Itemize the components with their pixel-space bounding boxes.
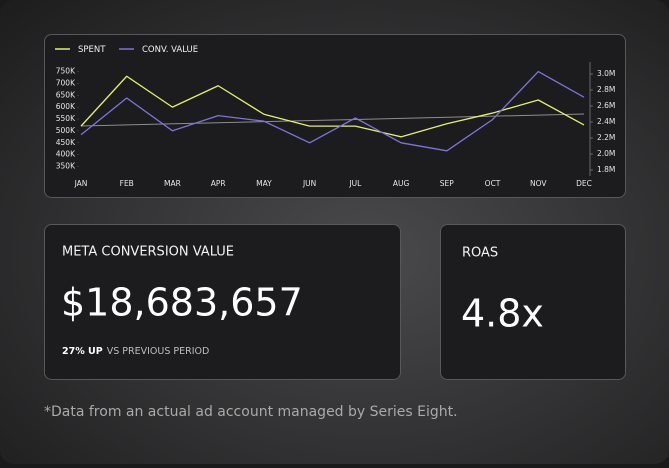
x-tick-label: FEB: [120, 179, 134, 188]
legend-label: CONV. VALUE: [142, 45, 198, 55]
kpi-title: META CONVERSION VALUE: [62, 245, 234, 260]
y-tick-label: 600K: [56, 102, 76, 111]
y2-tick-label: 1.8M: [597, 165, 615, 174]
y2-tick-label: 2.6M: [597, 101, 615, 110]
x-tick-label: DEC: [576, 179, 592, 188]
chart-card: [44, 34, 626, 198]
x-tick-label: JUL: [348, 179, 362, 188]
legend-label: SPENT: [78, 45, 106, 55]
x-tick-label: OCT: [485, 179, 501, 188]
trend-line: [80, 113, 585, 127]
x-tick-label: MAY: [256, 179, 272, 188]
x-tick-label: JAN: [74, 179, 88, 188]
y-tick-label: 450K: [56, 138, 76, 147]
kpi-value: $18,683,657: [61, 281, 303, 325]
y-tick-label: 500K: [56, 126, 76, 135]
y2-tick-label: 2.0M: [597, 149, 615, 158]
x-tick-label: MAR: [164, 179, 181, 188]
kpi-change-note: VS PREVIOUS PERIOD: [107, 346, 210, 357]
y-tick-label: 650K: [56, 90, 76, 99]
y2-tick-label: 2.2M: [597, 133, 615, 142]
x-tick-label: NOV: [530, 179, 547, 188]
y-tick-label: 350K: [56, 162, 76, 171]
y-tick-label: 400K: [56, 150, 76, 159]
kpi-change-value: 27% UP: [62, 346, 103, 357]
y-tick-label: 750K: [56, 67, 76, 76]
kpi-card: [44, 224, 401, 380]
y2-tick-label: 2.4M: [597, 117, 615, 126]
footnote: *Data from an actual ad account managed …: [44, 404, 458, 420]
x-tick-label: APR: [211, 179, 226, 188]
kpi-title: ROAS: [462, 246, 498, 261]
kpi-card: [440, 224, 626, 380]
y-tick-label: 550K: [56, 114, 76, 123]
series-line: [80, 70, 585, 152]
y2-tick-label: 3.0M: [597, 69, 615, 78]
kpi-value: 4.8x: [461, 292, 544, 336]
x-tick-label: JUN: [302, 179, 316, 188]
y-tick-label: 700K: [56, 78, 76, 87]
kpi-change: 27% UP VS PREVIOUS PERIOD: [62, 346, 209, 357]
x-tick-label: SEP: [440, 179, 454, 188]
y2-tick-label: 2.8M: [597, 85, 615, 94]
x-tick-label: AUG: [393, 179, 410, 188]
